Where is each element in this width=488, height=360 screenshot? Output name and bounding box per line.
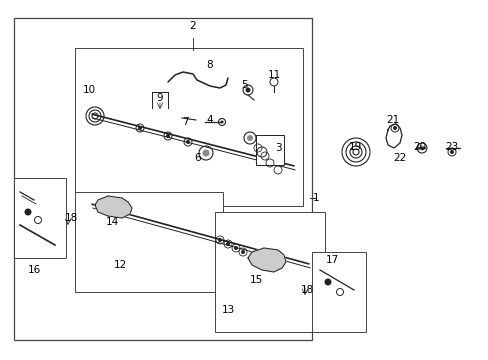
- Circle shape: [246, 135, 252, 141]
- Polygon shape: [95, 196, 132, 218]
- Text: 16: 16: [27, 265, 41, 275]
- Text: 22: 22: [392, 153, 406, 163]
- Bar: [75, 192, 223, 292]
- Circle shape: [220, 121, 223, 123]
- Circle shape: [218, 238, 222, 242]
- Text: 17: 17: [325, 255, 338, 265]
- Text: 21: 21: [386, 115, 399, 125]
- Bar: [14, 178, 66, 258]
- Text: 1: 1: [312, 193, 319, 203]
- Circle shape: [392, 126, 396, 130]
- Text: 18: 18: [300, 285, 313, 295]
- Circle shape: [241, 250, 244, 254]
- Text: 4: 4: [206, 115, 213, 125]
- Text: 19: 19: [347, 142, 361, 152]
- Circle shape: [202, 149, 209, 157]
- Text: 20: 20: [412, 142, 426, 152]
- Bar: [14, 18, 311, 340]
- Circle shape: [185, 140, 190, 144]
- Bar: [256, 135, 284, 165]
- Text: 23: 23: [445, 142, 458, 152]
- Text: 13: 13: [221, 305, 234, 315]
- Circle shape: [449, 150, 453, 154]
- Circle shape: [225, 242, 229, 246]
- Text: 7: 7: [182, 117, 188, 127]
- Polygon shape: [247, 248, 285, 272]
- Text: 10: 10: [82, 85, 95, 95]
- Circle shape: [234, 246, 238, 250]
- Text: 11: 11: [267, 70, 280, 80]
- Text: 12: 12: [113, 260, 126, 270]
- Text: 15: 15: [249, 275, 262, 285]
- Text: 3: 3: [274, 143, 281, 153]
- Text: 6: 6: [194, 153, 201, 163]
- Bar: [215, 212, 325, 332]
- Circle shape: [324, 279, 331, 285]
- Text: 8: 8: [206, 60, 213, 70]
- Text: 2: 2: [189, 21, 196, 31]
- Circle shape: [24, 208, 31, 216]
- Text: 5: 5: [241, 80, 248, 90]
- Circle shape: [165, 134, 170, 138]
- Text: 14: 14: [105, 217, 119, 227]
- Text: 18: 18: [64, 213, 78, 223]
- Text: 9: 9: [156, 93, 163, 103]
- Bar: [311, 252, 365, 332]
- Circle shape: [419, 145, 424, 150]
- Circle shape: [138, 126, 142, 130]
- Bar: [75, 48, 303, 206]
- Circle shape: [245, 87, 250, 93]
